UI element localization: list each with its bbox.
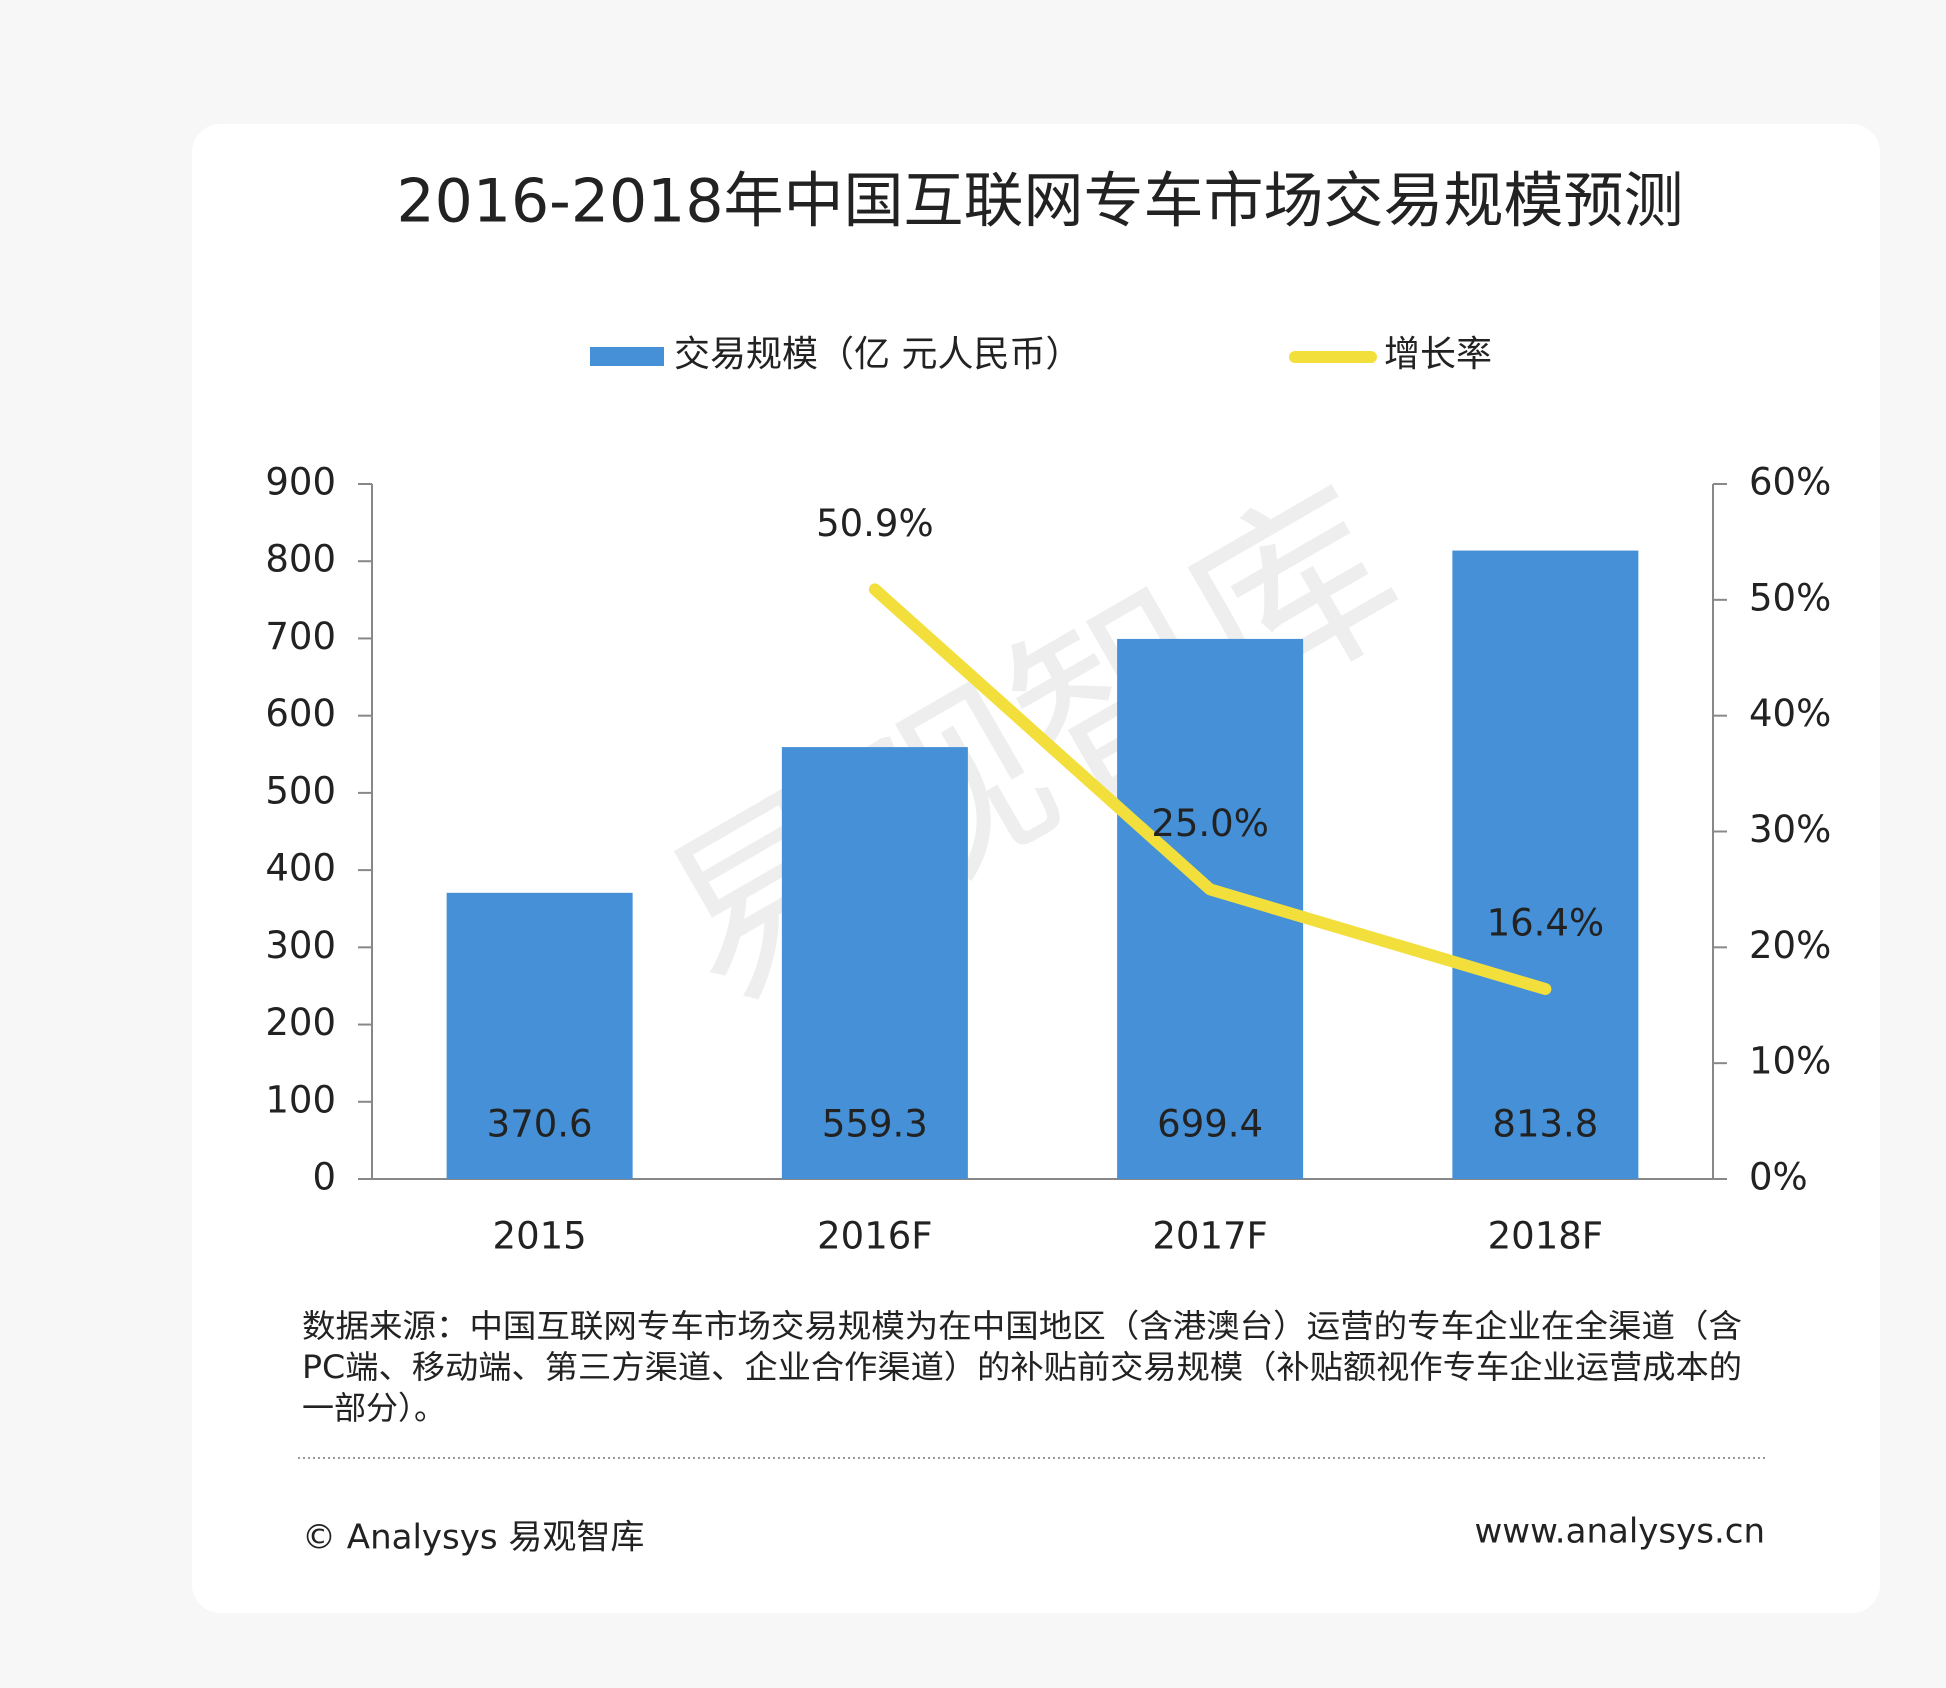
y-tick-label: 0 (312, 1156, 336, 1199)
x-tick-label: 2016F (817, 1215, 932, 1258)
y-tick-label: 100 (265, 1078, 336, 1121)
bar-value-label: 559.3 (822, 1103, 928, 1146)
line-value-label: 16.4% (1487, 902, 1605, 945)
y-tick-label: 800 (265, 538, 336, 581)
y-tick-label: 300 (265, 924, 336, 967)
bar-value-label: 813.8 (1492, 1103, 1598, 1146)
y2-tick-label: 40% (1749, 692, 1831, 735)
card (192, 124, 1880, 1613)
footer-right: www.analysys.cn (1475, 1512, 1766, 1552)
bar-value-label: 699.4 (1157, 1103, 1263, 1146)
line-value-label: 25.0% (1151, 802, 1269, 845)
bar (1452, 550, 1639, 1179)
x-tick-label: 2018F (1488, 1215, 1603, 1258)
y-tick-label: 600 (265, 692, 336, 735)
bar-value-label: 370.6 (487, 1103, 593, 1146)
y-tick-label: 400 (265, 847, 336, 890)
footer-left: © Analysys 易观智库 (302, 1518, 644, 1558)
y2-tick-label: 30% (1749, 808, 1831, 851)
y2-tick-label: 20% (1749, 924, 1831, 967)
y-tick-label: 900 (265, 461, 336, 504)
x-tick-label: 2015 (493, 1215, 587, 1258)
y-tick-label: 700 (265, 615, 336, 658)
y2-tick-label: 0% (1749, 1156, 1808, 1199)
legend-label: 增长率 (1384, 334, 1492, 375)
y2-tick-label: 50% (1749, 576, 1831, 619)
chart-title: 2016-2018年中国互联网专车市场交易规模预测 (396, 167, 1683, 237)
line (868, 583, 1552, 996)
x-tick-label: 2017F (1152, 1215, 1267, 1258)
y-tick-label: 500 (265, 769, 336, 812)
note: 一部分）。 (302, 1389, 446, 1427)
y2-tick-label: 10% (1749, 1040, 1831, 1083)
note: 数据来源：中国互联网专车市场交易规模为在中国地区（含港澳台）运营的专车企业在全渠… (302, 1307, 1742, 1345)
legend-swatch (590, 347, 664, 366)
line-value-label: 50.9% (816, 502, 934, 545)
bar (781, 747, 968, 1179)
y-tick-label: 200 (265, 1001, 336, 1044)
note: PC端、移动端、第三方渠道、企业合作渠道）的补贴前交易规模（补贴额视作专车企业运… (302, 1348, 1742, 1386)
bar (446, 892, 633, 1179)
legend-label: 交易规模（亿 元人民币） (674, 334, 1081, 375)
y2-tick-label: 60% (1749, 461, 1831, 504)
